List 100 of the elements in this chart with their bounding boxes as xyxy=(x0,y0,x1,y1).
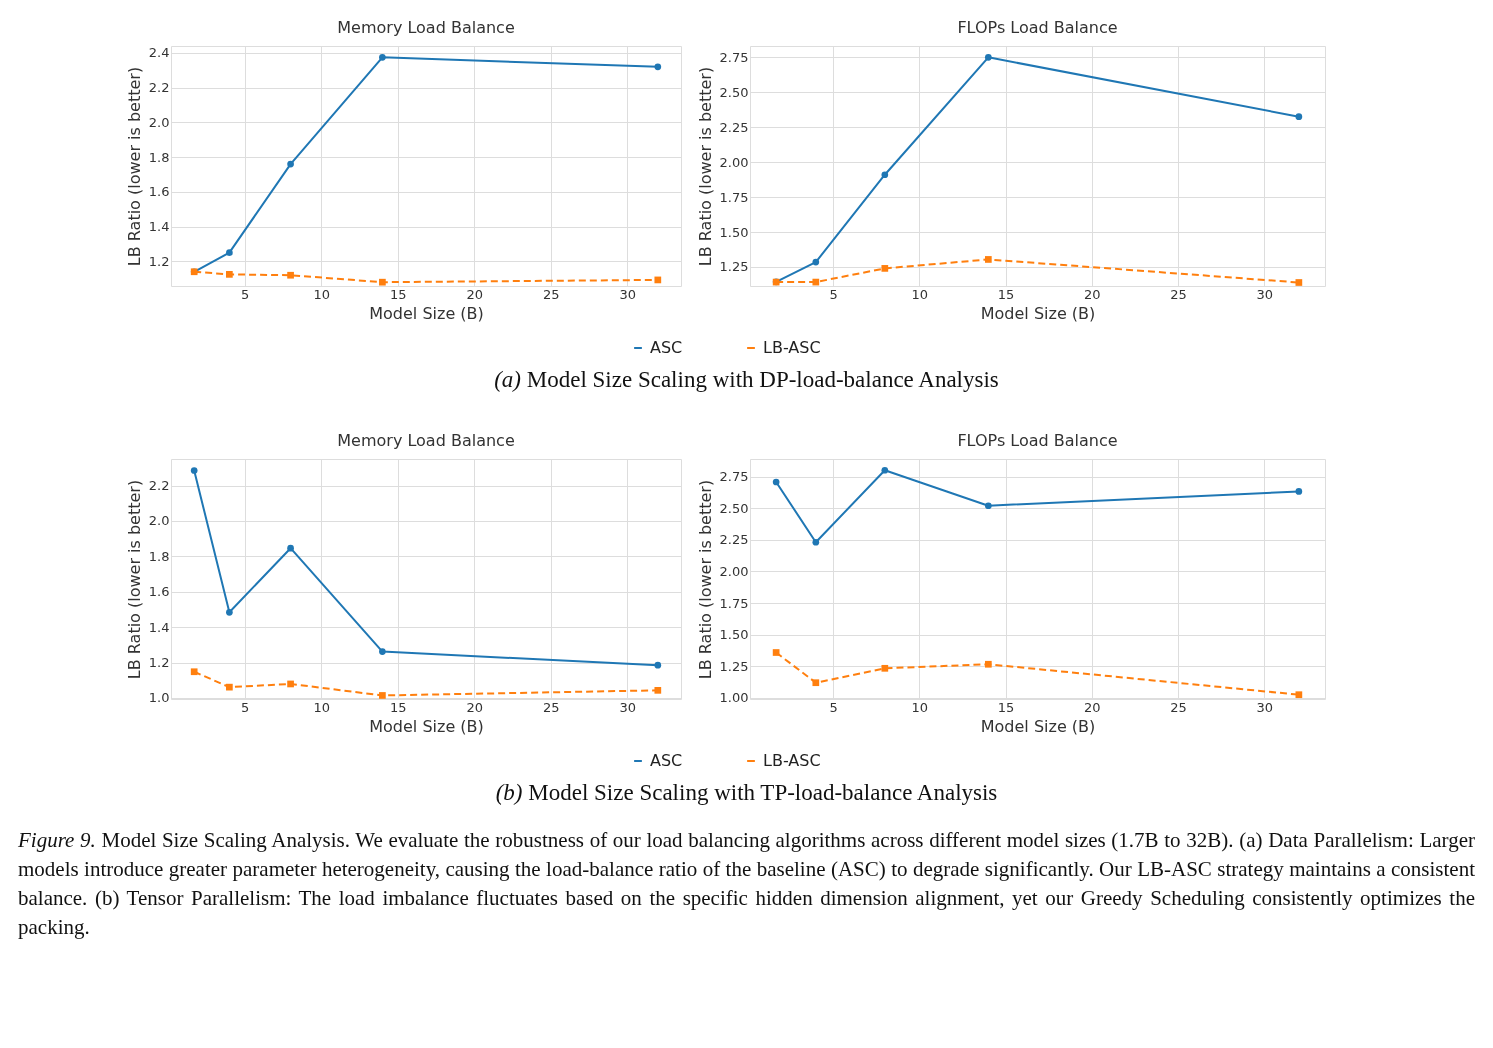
y-tick-label: 1.8 xyxy=(148,149,170,165)
chart-title: Memory Load Balance xyxy=(337,18,515,37)
x-tick-label: 25 xyxy=(1170,699,1187,715)
x-tick-label: 5 xyxy=(241,699,250,715)
y-tick-label: 2.50 xyxy=(719,84,749,100)
point xyxy=(984,660,992,668)
y-tick-label: 1.25 xyxy=(719,658,749,674)
x-tick-label: 30 xyxy=(619,699,636,715)
chart-title: Memory Load Balance xyxy=(337,431,515,450)
legend-label: LB-ASC xyxy=(763,338,821,357)
y-tick-label: 1.2 xyxy=(148,253,170,269)
y-tick-label: 2.25 xyxy=(719,119,749,135)
x-axis-title: Model Size (B) xyxy=(980,716,1096,736)
point xyxy=(379,278,386,286)
chart-title: FLOPs Load Balance xyxy=(957,18,1118,37)
y-tick-label: 2.50 xyxy=(719,500,749,516)
point xyxy=(984,502,992,510)
x-tick-label: 15 xyxy=(389,286,407,302)
text: (a) Model Size Scaling with DP-load-balance Analysis xyxy=(493,367,1000,393)
point xyxy=(1295,113,1303,121)
point xyxy=(812,278,820,286)
caption: Figure 9. Model Size Scaling Analysis. We evaluate the robustness of our load balancing algorithms across different model sizes (1.7B to 32B). (a) Data Parallelism: Larger models introduce greater parameter heterogeneity, causing the load-balance ratio of the baseline (ASC) to degrade significantly. Our LB-ASC strategy maintains a consistent balance. (b) Tensor Parallelism: The load imbalance fluctuates based on the specific hidden dimension alignment, yet our Greedy Scheduling consistently optimizes the packing. xyxy=(18,827,1475,941)
legend-label: ASC xyxy=(650,751,683,770)
point xyxy=(881,466,889,474)
y-tick-label: 1.75 xyxy=(719,595,749,611)
y-tick-label: 2.75 xyxy=(719,49,749,65)
text: (b) Model Size Scaling with TP-load-balance Analysis xyxy=(494,780,999,806)
x-tick-label: 15 xyxy=(997,286,1015,302)
point xyxy=(772,478,780,486)
x-tick-label: 30 xyxy=(619,286,636,302)
point xyxy=(226,271,233,278)
point xyxy=(226,608,233,616)
x-tick-label: 20 xyxy=(466,286,483,302)
y-tick-label: 1.6 xyxy=(148,184,170,200)
point xyxy=(1295,279,1303,286)
y-tick-label: 2.0 xyxy=(148,114,170,130)
point xyxy=(287,271,294,279)
point xyxy=(984,53,992,61)
y-tick-label: 1.25 xyxy=(719,259,749,275)
x-axis-title: Model Size (B) xyxy=(369,716,484,736)
y-axis-title: LB Ratio (lower is better) xyxy=(695,479,715,680)
point xyxy=(379,648,386,655)
x-tick-label: 5 xyxy=(829,699,838,715)
x-axis-title: Model Size (B) xyxy=(980,303,1096,323)
y-tick-label: 1.00 xyxy=(719,690,749,706)
x-tick-label: 15 xyxy=(389,699,407,715)
y-tick-label: 1.4 xyxy=(148,619,170,635)
point xyxy=(812,538,820,546)
point xyxy=(881,171,889,179)
legend-label: LB-ASC xyxy=(763,751,821,770)
point xyxy=(226,249,233,256)
chart-title: FLOPs Load Balance xyxy=(957,431,1118,450)
x-tick-label: 15 xyxy=(997,699,1015,715)
point xyxy=(654,276,662,284)
y-tick-label: 1.0 xyxy=(148,690,170,706)
x-axis-title: Model Size (B) xyxy=(369,303,484,323)
point xyxy=(984,256,992,263)
x-tick-label: 20 xyxy=(1084,286,1101,302)
point xyxy=(881,265,889,272)
x-tick-label: 20 xyxy=(1084,699,1101,715)
point xyxy=(772,649,780,656)
point xyxy=(287,680,294,688)
point xyxy=(812,679,820,687)
y-tick-label: 1.6 xyxy=(148,584,170,600)
x-tick-label: 10 xyxy=(313,699,330,715)
point xyxy=(287,160,294,168)
point xyxy=(379,53,386,61)
y-tick-label: 2.00 xyxy=(719,154,749,170)
point xyxy=(1295,691,1303,699)
point xyxy=(654,686,662,694)
y-tick-label: 2.75 xyxy=(719,469,749,485)
x-tick-label: 30 xyxy=(1256,699,1274,715)
point xyxy=(287,544,294,552)
y-tick-label: 1.50 xyxy=(719,224,749,240)
x-tick-label: 10 xyxy=(911,286,929,302)
point xyxy=(812,258,820,266)
x-tick-label: 10 xyxy=(313,286,330,302)
y-tick-label: 1.75 xyxy=(719,189,749,205)
x-tick-label: 10 xyxy=(911,699,929,715)
point xyxy=(654,63,662,71)
x-tick-label: 5 xyxy=(829,286,838,302)
y-tick-label: 1.8 xyxy=(148,548,170,564)
point xyxy=(190,668,198,676)
point xyxy=(226,683,233,691)
point xyxy=(654,661,662,669)
legend-label: ASC xyxy=(650,338,683,357)
y-tick-label: 2.00 xyxy=(719,563,749,579)
x-tick-label: 25 xyxy=(542,286,560,302)
y-tick-label: 1.2 xyxy=(148,655,170,671)
y-tick-label: 2.4 xyxy=(148,45,170,61)
y-axis-title: LB Ratio (lower is better) xyxy=(124,479,144,680)
point xyxy=(881,664,889,672)
point xyxy=(379,692,386,699)
y-axis-title: LB Ratio (lower is better) xyxy=(695,66,715,267)
x-tick-label: 25 xyxy=(1170,286,1187,302)
point xyxy=(190,467,198,474)
point xyxy=(1295,488,1303,495)
y-tick-label: 1.4 xyxy=(148,219,170,235)
y-tick-label: 2.2 xyxy=(148,478,170,494)
x-tick-label: 30 xyxy=(1256,286,1274,302)
